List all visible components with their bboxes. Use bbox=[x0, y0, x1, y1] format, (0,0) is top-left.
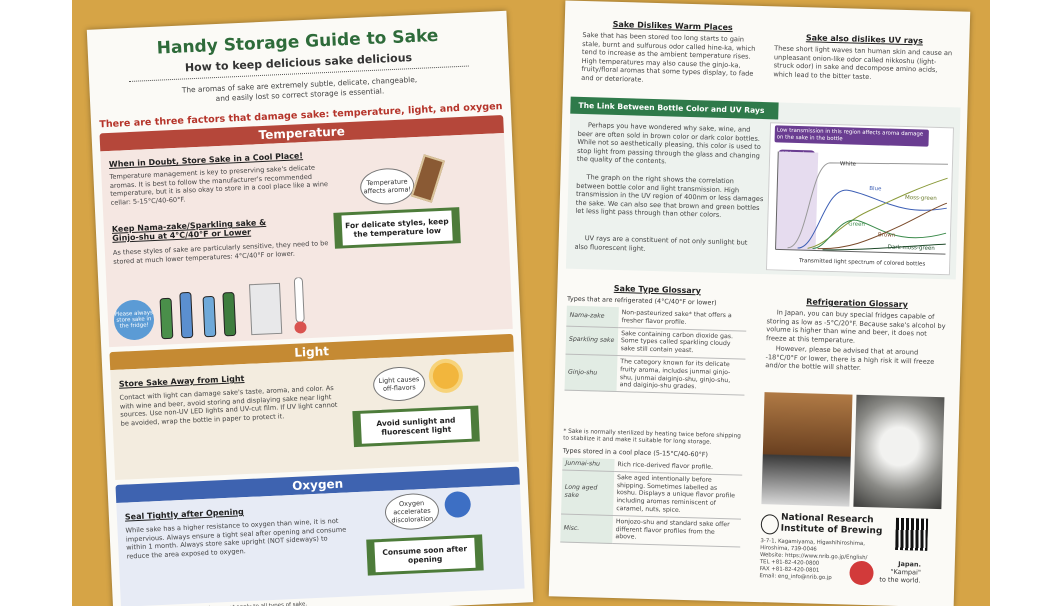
glossary-row: Misc. Honjozo-shu and standard sake offer… bbox=[560, 513, 741, 548]
photo-masu bbox=[761, 392, 853, 507]
left-sheet: Handy Storage Guide to Sake How to keep … bbox=[86, 10, 534, 606]
curve-label: Moss-green bbox=[904, 195, 937, 202]
curve-label: Brown bbox=[877, 232, 896, 239]
glossary-definition: The category known for its delicate frui… bbox=[616, 355, 746, 396]
bottles-illustration bbox=[159, 276, 307, 340]
block-title: Keep Nama-zake/Sparkling sake & Ginjo-sh… bbox=[111, 217, 267, 243]
glossary-term: Sparkling sake bbox=[565, 325, 619, 356]
speech-bubble: Temperature affects aroma! bbox=[359, 167, 415, 206]
glossary-table: Junmai-shu Rich rice-derived flavor profi… bbox=[560, 457, 743, 548]
glossary-rows: Nama-zake Non-pasteurized sake* that offe… bbox=[564, 305, 747, 396]
photo-tokkuri bbox=[853, 394, 945, 510]
warm-text: Sake that has been stored too long start… bbox=[581, 30, 756, 84]
block-text: While sake has a higher resistance to ox… bbox=[125, 516, 347, 561]
thermometer-icon bbox=[410, 154, 445, 203]
uv-text: These short light waves tan human skin a… bbox=[773, 44, 953, 81]
banner: Consume soon after opening bbox=[366, 534, 484, 576]
link-paragraph: Perhaps you have wondered why sake, wine… bbox=[576, 121, 761, 166]
speech-bubble: Oxygen accelerates discoloration bbox=[384, 492, 440, 531]
kampai-logo bbox=[849, 560, 874, 586]
glossary-term: Long aged sake bbox=[561, 469, 615, 516]
link-paragraph: UV rays are a constituent of not only su… bbox=[574, 234, 748, 253]
glossary-term: Misc. bbox=[560, 513, 614, 544]
glossary-group: Types stored in a cool place (5-15°C/40-… bbox=[562, 446, 709, 459]
sun-icon bbox=[432, 362, 460, 390]
glossary-definition: Sake containing carbon dioxide gas. Some… bbox=[617, 327, 747, 360]
curve-label: Green bbox=[848, 221, 865, 228]
glossary-group: Types that are refrigerated (4°C/40°F or… bbox=[566, 294, 717, 307]
oxygen-icon bbox=[444, 490, 472, 519]
block-text: Contact with light can damage sake's tas… bbox=[119, 384, 338, 428]
refrigeration-text: In Japan, you can buy special fridges ca… bbox=[765, 308, 946, 345]
block-text: As these styles of sake are particularly… bbox=[112, 239, 329, 266]
note-circle: Please always store sake in the fridge! bbox=[113, 299, 155, 341]
glossary-definition: Sake aged intentionally before shipping.… bbox=[613, 471, 743, 519]
spectrum-illustration bbox=[775, 151, 948, 255]
glossary-table: Nama-zake Non-pasteurized sake* that offe… bbox=[564, 305, 747, 396]
section-box: When in Doubt, Store Sake in a Cool Plac… bbox=[100, 133, 513, 348]
curve-label: Blue bbox=[869, 186, 882, 193]
org-logo bbox=[760, 514, 780, 535]
block-text: Temperature management is key to preserv… bbox=[109, 163, 329, 207]
section-box: Store Sake Away from Light Contact with … bbox=[110, 351, 519, 481]
org-name: National Research Institute of Brewing bbox=[780, 512, 883, 537]
glossary-row: Long aged sake Sake aged intentionally be… bbox=[561, 469, 743, 519]
glossary-row: Ginjo-shu The category known for its deli… bbox=[564, 354, 746, 396]
link-title: The Link Between Bottle Color and UV Ray… bbox=[570, 96, 779, 120]
glossary-term: Ginjo-shu bbox=[564, 354, 618, 392]
glossary-note: * Sake is normally sterilized by heating… bbox=[563, 428, 741, 447]
section-box: Seal Tightly after Opening While sake ha… bbox=[116, 484, 525, 606]
block-title: Seal Tightly after Opening bbox=[124, 507, 244, 522]
right-sheet: Sake Dislikes Warm Places Sake that has … bbox=[548, 0, 971, 606]
curve-label: White bbox=[839, 161, 857, 168]
glossary-term: Nama-zake bbox=[566, 305, 619, 328]
intro: The aromas of sake are extremely subtle,… bbox=[181, 74, 418, 104]
banner: For delicate styles, keep the temperatur… bbox=[333, 207, 461, 249]
link-paragraph: The graph on the right shows the correla… bbox=[575, 173, 764, 220]
curve-label: Dark moss-green bbox=[887, 244, 935, 252]
chart-panel: Low transmission in this region affects … bbox=[765, 122, 955, 276]
qr-code bbox=[895, 517, 929, 551]
glossary-definition: Honjozo-shu and standard sake offer diff… bbox=[612, 515, 741, 548]
banner: Avoid sunlight and fluorescent light bbox=[352, 405, 480, 448]
link-box: The Link Between Bottle Color and UV Ray… bbox=[565, 96, 961, 280]
slogan-line: to the world. bbox=[879, 575, 921, 585]
glossary-rows: Junmai-shu Rich rice-derived flavor profi… bbox=[560, 457, 743, 548]
speech-bubble: Light causes off-flavors bbox=[372, 365, 426, 403]
block-title: Store Sake Away from Light bbox=[118, 374, 245, 389]
refrigeration-text: However, please be advised that at aroun… bbox=[765, 344, 935, 373]
slogan: Japan. "Kampai" to the world. bbox=[879, 559, 921, 585]
